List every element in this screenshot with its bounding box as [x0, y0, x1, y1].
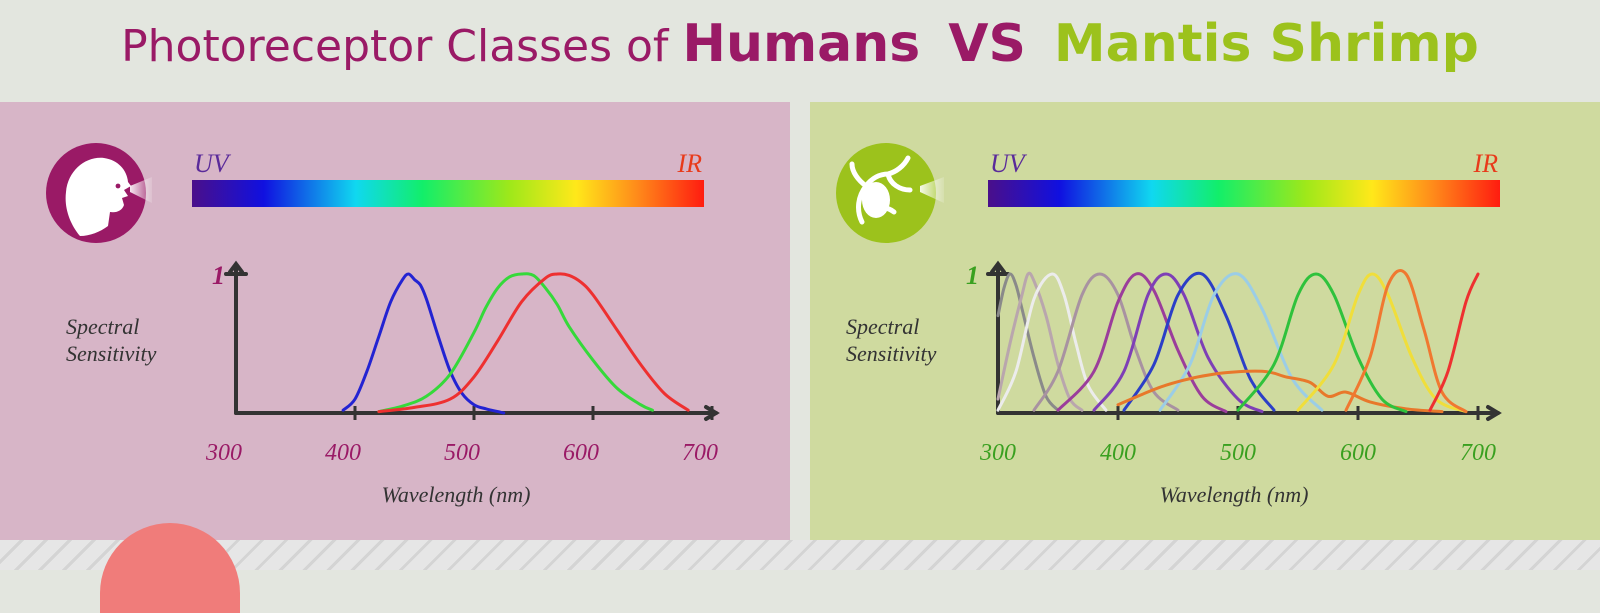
title-part-mantis-shrimp: Mantis Shrimp [1053, 14, 1479, 74]
shrimp-series-line-12 [1344, 269, 1468, 414]
shrimp-xlabel: Wavelength (nm) [1160, 482, 1309, 507]
human-ylabel: Spectral Sensitivity [66, 314, 157, 366]
shrimp-chart-axes [986, 260, 1502, 421]
title-part-humans: Humans [682, 14, 921, 74]
shrimp-ylabel: Spectral Sensitivity [846, 314, 937, 366]
human-ylabel-line2: Sensitivity [66, 341, 157, 366]
shrimp-xtick-label-600: 600 [1340, 440, 1376, 466]
title-part-vs: VS [948, 14, 1026, 74]
shrimp-xtick-label-500: 500 [1220, 440, 1256, 466]
shrimp-uv-label: UV [990, 149, 1028, 178]
bottom-divider-strip [0, 540, 1600, 570]
shrimp-ylabel-line1: Spectral [846, 314, 919, 339]
shrimp-xtick-label-400: 400 [1100, 440, 1136, 466]
shrimp-spectrum-bar [988, 180, 1500, 207]
human-chart-axes [224, 260, 720, 421]
human-xtick-label-500: 500 [444, 440, 480, 466]
shrimp-series-line-9 [1116, 369, 1444, 414]
human-series-line-1 [341, 272, 506, 415]
human-ylabel-line1: Spectral [66, 314, 139, 339]
shrimp-series-line-11 [1296, 272, 1468, 414]
page-title: Photoreceptor Classes of Humans VS Manti… [0, 0, 1600, 95]
human-series-group [341, 272, 690, 415]
shrimp-xtick-label-700: 700 [1460, 440, 1496, 466]
human-head-eye-icon [46, 143, 152, 243]
human-xtick-label-400: 400 [325, 440, 361, 466]
human-xlabel: Wavelength (nm) [382, 482, 531, 507]
shrimp-xtick-labels: 300 400 500 600 700 [979, 440, 1496, 466]
mantis-shrimp-icon [836, 143, 944, 243]
shrimp-xtick-label-300: 300 [979, 440, 1016, 466]
shrimp-series-line-2 [996, 271, 1084, 412]
shrimp-chart-xticks-marks [1116, 406, 1480, 420]
shrimp-series-line-5 [1056, 272, 1228, 414]
human-xtick-label-300: 300 [205, 440, 242, 466]
human-xtick-labels: 300 400 500 600 700 [205, 440, 718, 466]
human-spectrum-bar [192, 180, 704, 207]
shrimp-series-line-13 [1428, 272, 1480, 412]
shrimp-series-line-6 [1092, 272, 1264, 414]
shrimp-ytick-label: 1 [966, 261, 979, 290]
human-ir-label: IR [676, 149, 702, 178]
shrimp-ylabel-line2: Sensitivity [846, 341, 937, 366]
charts-canvas: UV IR UV IR 1 Spectral Sensitivity Wavel… [46, 143, 1502, 507]
shrimp-series-line-7 [1122, 271, 1276, 412]
human-uv-label: UV [194, 149, 232, 178]
human-series-line-2 [377, 272, 654, 414]
human-ytick-label: 1 [212, 261, 225, 290]
title-part-photoreceptor: Photoreceptor Classes of [121, 21, 669, 72]
human-series-line-3 [377, 272, 690, 414]
human-chart-xticks-marks [353, 406, 714, 420]
shrimp-series-group [996, 269, 1480, 414]
shrimp-series-line-10 [1236, 272, 1408, 414]
human-xtick-label-600: 600 [563, 440, 599, 466]
human-xtick-label-700: 700 [682, 440, 718, 466]
shrimp-ir-label: IR [1472, 149, 1498, 178]
